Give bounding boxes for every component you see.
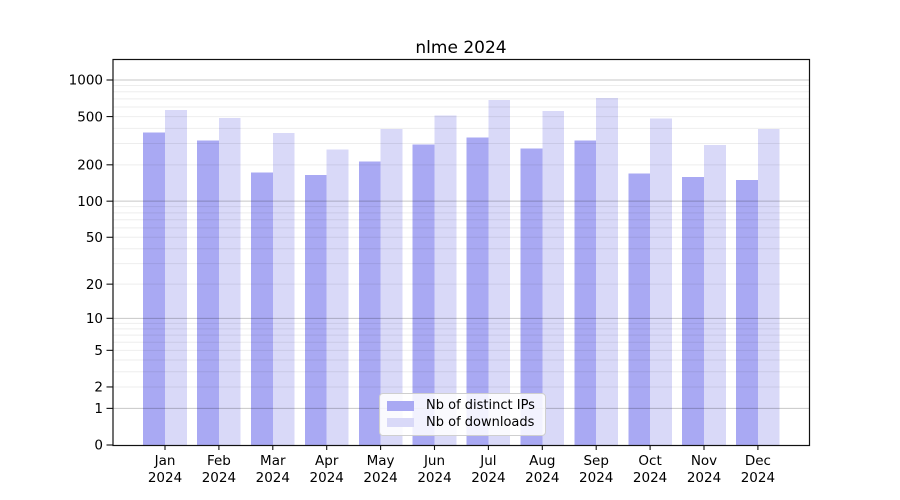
legend-swatch-distinct-ips <box>387 401 414 411</box>
bar-distinct-ips-may <box>358 161 381 446</box>
bar-downloads-sep <box>596 98 618 446</box>
y-tick-label-50: 50 <box>86 230 103 246</box>
ticks-group <box>106 79 759 450</box>
x-tick-label-year-may: 2024 <box>363 470 397 486</box>
legend-label-downloads: Nb of downloads <box>426 414 535 430</box>
y-tick-label-20: 20 <box>86 277 103 293</box>
x-tick-label-month-feb: Feb <box>207 453 231 469</box>
bar-downloads-may <box>380 128 403 446</box>
x-tick-label-month-jun: Jun <box>423 453 445 469</box>
tick-labels-group: 10005002001005020105210Jan2024Feb2024Mar… <box>69 73 775 486</box>
bar-downloads-nov <box>704 145 726 446</box>
gridlines-group <box>113 79 810 409</box>
chart-title: nlme 2024 <box>415 38 506 58</box>
legend-item-distinct-ips: Nb of distinct IPs <box>387 398 537 414</box>
legend: Nb of distinct IPs Nb of downloads <box>379 393 546 436</box>
x-tick-label-month-dec: Dec <box>745 453 771 469</box>
x-tick-label-year-dec: 2024 <box>741 470 775 486</box>
y-tick-label-5: 5 <box>94 343 103 359</box>
bar-distinct-ips-feb <box>197 140 219 446</box>
legend-label-distinct-ips: Nb of distinct IPs <box>426 398 535 414</box>
y-tick-label-200: 200 <box>77 158 103 174</box>
bar-distinct-ips-aug <box>520 148 543 446</box>
bar-downloads-dec <box>757 129 780 446</box>
x-tick-label-month-apr: Apr <box>315 453 339 469</box>
y-tick-label-1: 1 <box>94 401 103 417</box>
x-tick-label-month-aug: Aug <box>529 453 555 469</box>
bar-distinct-ips-apr <box>304 175 327 446</box>
x-tick-label-month-jul: Jul <box>479 453 496 469</box>
x-tick-label-month-jan: Jan <box>154 453 176 469</box>
bars-group <box>143 98 780 446</box>
x-tick-label-month-oct: Oct <box>638 453 661 469</box>
bar-downloads-feb <box>218 118 241 446</box>
x-tick-label-year-mar: 2024 <box>256 470 290 486</box>
x-tick-label-year-jun: 2024 <box>417 470 451 486</box>
y-tick-label-10: 10 <box>86 311 103 327</box>
bar-distinct-ips-jul <box>466 137 489 446</box>
x-tick-label-month-nov: Nov <box>691 453 717 469</box>
plot-frame <box>112 58 811 447</box>
bar-distinct-ips-oct <box>628 173 651 446</box>
bar-downloads-apr <box>326 149 349 446</box>
x-tick-label-year-oct: 2024 <box>633 470 667 486</box>
bar-downloads-oct <box>650 118 672 446</box>
y-tick-label-0: 0 <box>94 438 103 454</box>
bar-distinct-ips-jun <box>412 144 435 446</box>
x-tick-label-year-apr: 2024 <box>310 470 344 486</box>
bar-distinct-ips-nov <box>682 177 704 446</box>
legend-swatch-downloads <box>387 417 414 428</box>
bar-distinct-ips-dec <box>736 179 758 446</box>
bar-distinct-ips-sep <box>574 140 597 446</box>
x-tick-label-month-mar: Mar <box>260 453 286 469</box>
bar-downloads-jan <box>165 109 187 446</box>
y-tick-label-2: 2 <box>94 380 103 396</box>
y-tick-label-100: 100 <box>77 194 103 210</box>
x-tick-label-year-jan: 2024 <box>148 470 182 486</box>
x-tick-label-year-jul: 2024 <box>471 470 505 486</box>
bar-downloads-jul <box>488 99 511 446</box>
x-tick-label-year-nov: 2024 <box>687 470 721 486</box>
bar-downloads-mar <box>272 133 295 446</box>
bar-distinct-ips-mar <box>251 172 273 446</box>
legend-item-downloads: Nb of downloads <box>387 414 537 430</box>
bar-downloads-aug <box>542 110 565 446</box>
y-tick-label-1000: 1000 <box>69 73 103 89</box>
x-tick-label-month-sep: Sep <box>583 453 608 469</box>
x-tick-label-month-may: May <box>367 453 395 469</box>
bar-distinct-ips-jan <box>143 132 165 446</box>
x-tick-label-year-feb: 2024 <box>202 470 236 486</box>
bar-downloads-jun <box>434 115 457 446</box>
y-tick-label-500: 500 <box>77 109 103 125</box>
x-tick-label-year-aug: 2024 <box>525 470 559 486</box>
x-tick-label-year-sep: 2024 <box>579 470 613 486</box>
